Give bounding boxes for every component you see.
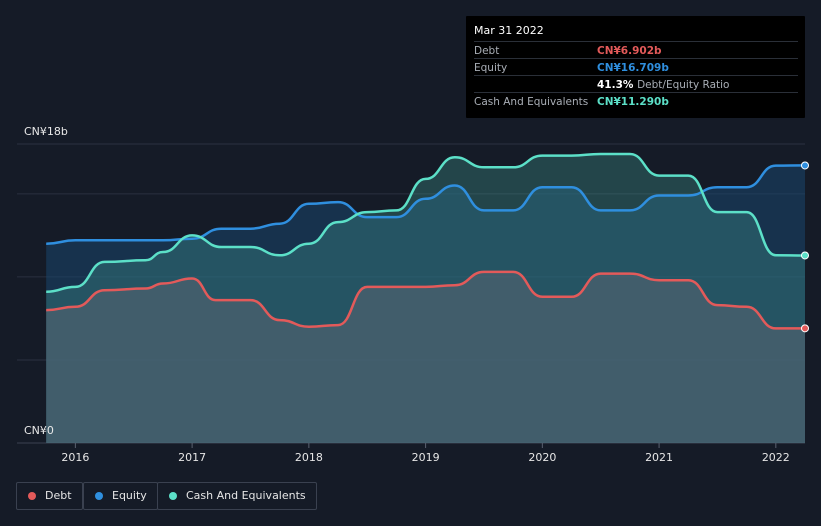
legend-equity-label: Equity (112, 489, 147, 502)
tooltip-ratio-number: 41.3% (597, 79, 634, 91)
tooltip-equity-label: Equity (474, 62, 508, 74)
tooltip-row-debt: Debt CN¥6.902b (474, 41, 798, 59)
series-lines (46, 152, 806, 330)
tooltip-row-cash: Cash And Equivalents CN¥11.290b (474, 92, 798, 110)
legend-equity[interactable]: Equity (83, 482, 158, 510)
tooltip-cash-value: CN¥11.290b (597, 96, 669, 108)
tooltip-ratio-value: 41.3% Debt/Equity Ratio (597, 79, 729, 91)
x-tick-label: 2022 (762, 451, 790, 464)
series-end-markers (801, 161, 809, 333)
cash-and-equivalents-line (46, 152, 806, 294)
x-tick-label: 2021 (645, 451, 673, 464)
tooltip-date: Mar 31 2022 (474, 24, 544, 37)
tooltip-ratio-caption: Debt/Equity Ratio (637, 79, 730, 91)
debt-line (46, 270, 805, 330)
equity-end-marker (801, 161, 809, 170)
tooltip-row-ratio: 41.3% Debt/Equity Ratio (474, 75, 798, 93)
y-axis-bottom-label: CN¥0 (24, 424, 54, 437)
legend-debt-label: Debt (45, 489, 72, 502)
debt-end-marker (801, 324, 809, 333)
x-tick-label: 2017 (178, 451, 206, 464)
tooltip-debt-label: Debt (474, 45, 500, 57)
legend-debt[interactable]: Debt (16, 482, 83, 510)
x-tick-label: 2018 (295, 451, 323, 464)
x-tick-label: 2019 (412, 451, 440, 464)
legend-equity-dot (95, 492, 103, 500)
legend-cash-dot (169, 492, 177, 500)
series-areas (46, 154, 805, 443)
cash-and-equivalents-end-marker (801, 251, 809, 260)
y-axis-top-label: CN¥18b (24, 125, 68, 138)
tooltip-row-equity: Equity CN¥16.709b (474, 58, 798, 76)
tooltip-cash-label: Cash And Equivalents (474, 96, 589, 108)
x-tick-label: 2016 (61, 451, 89, 464)
legend-cash[interactable]: Cash And Equivalents (157, 482, 317, 510)
legend-cash-label: Cash And Equivalents (186, 489, 306, 502)
equity-line (46, 164, 806, 245)
tooltip-equity-value: CN¥16.709b (597, 62, 669, 74)
x-axis-ticks: 2016 2017 2018 2019 2020 2021 2022 (61, 443, 790, 464)
debt-area (46, 271, 805, 443)
tooltip-debt-value: CN¥6.902b (597, 45, 662, 57)
x-tick-label: 2020 (528, 451, 556, 464)
data-tooltip: Mar 31 2022 Debt CN¥6.902b Equity CN¥16.… (466, 16, 805, 118)
legend-debt-dot (28, 492, 36, 500)
